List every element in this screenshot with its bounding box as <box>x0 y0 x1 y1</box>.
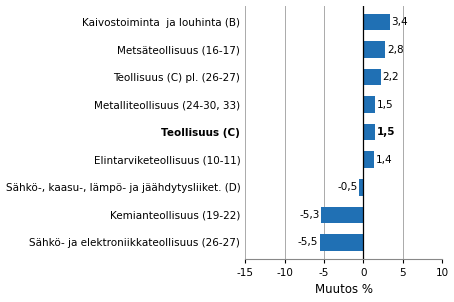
Text: 2,8: 2,8 <box>387 45 404 55</box>
Text: -5,3: -5,3 <box>300 210 320 220</box>
Text: 1,5: 1,5 <box>376 127 395 137</box>
Bar <box>321 207 363 223</box>
Bar <box>363 41 385 58</box>
Bar <box>363 124 375 140</box>
Bar <box>320 234 363 251</box>
Text: 2,2: 2,2 <box>382 72 399 82</box>
Bar <box>359 179 363 195</box>
Bar <box>363 152 374 168</box>
Text: 1,4: 1,4 <box>376 155 392 165</box>
Text: -0,5: -0,5 <box>337 182 358 192</box>
Bar <box>363 96 375 113</box>
Text: 3,4: 3,4 <box>391 17 408 27</box>
Text: -5,5: -5,5 <box>298 237 318 247</box>
X-axis label: Muutos %: Muutos % <box>315 284 373 297</box>
Bar <box>363 69 380 85</box>
Bar <box>363 14 390 30</box>
Text: 1,5: 1,5 <box>376 100 393 110</box>
